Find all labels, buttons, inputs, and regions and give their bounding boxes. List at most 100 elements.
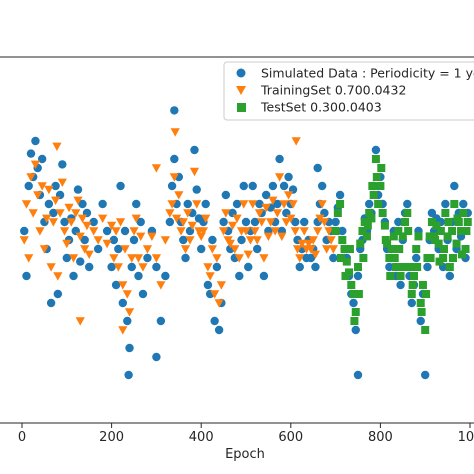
data-point-triangle-down: [28, 209, 38, 218]
x-tick-label: 600: [278, 430, 303, 445]
data-point-triangle-down: [212, 254, 222, 263]
data-point-triangle-down: [80, 245, 90, 254]
data-point-circle: [179, 235, 188, 245]
data-point-square: [412, 245, 421, 253]
data-point-square: [386, 272, 395, 280]
data-point-circle: [300, 217, 309, 227]
data-point-square: [450, 200, 459, 208]
data-point-circle: [152, 352, 161, 362]
data-point-triangle-down: [275, 173, 285, 182]
data-point-triangle-down: [42, 214, 52, 223]
data-point-triangle-down: [270, 227, 280, 236]
data-point-triangle-down: [263, 232, 273, 241]
data-point-circle: [161, 271, 170, 281]
data-point-circle: [129, 235, 139, 245]
data-point-triangle-down: [84, 250, 94, 259]
x-axis-label: Epoch: [225, 447, 265, 462]
data-point-circle: [76, 257, 85, 266]
data-point-triangle-down: [268, 196, 278, 205]
data-point-square: [345, 245, 354, 253]
data-point-square: [358, 227, 367, 235]
data-point-triangle-down: [297, 239, 307, 249]
data-point-circle: [114, 244, 123, 254]
data-point-circle: [124, 370, 133, 380]
data-point-triangle-down: [261, 203, 271, 213]
data-point-square: [359, 254, 368, 262]
data-point-triangle-down: [326, 236, 336, 245]
data-point-square: [463, 218, 472, 226]
data-points: [19, 106, 472, 380]
x-axis-ticks: 0 200 400 600 800 100: [18, 423, 474, 445]
data-point-square: [396, 272, 405, 280]
data-point-square: [356, 239, 365, 248]
data-point-circle: [125, 343, 134, 353]
data-point-circle: [134, 271, 143, 281]
data-point-triangle-down: [133, 254, 144, 263]
data-point-circle: [127, 262, 136, 272]
data-point-circle: [181, 253, 190, 263]
data-point-circle: [170, 106, 179, 115]
data-point-triangle-down: [102, 239, 112, 249]
data-point-circle: [44, 199, 54, 209]
legend-box: [223, 61, 474, 121]
data-point-circle: [22, 271, 31, 281]
data-point-triangle-down: [288, 200, 298, 209]
data-point-circle: [450, 181, 459, 191]
data-point-circle: [165, 217, 175, 227]
data-point-triangle-down: [53, 272, 63, 281]
data-point-triangle-down: [205, 272, 215, 281]
data-point-triangle-down: [324, 227, 334, 236]
data-point-square: [387, 245, 396, 253]
data-point-circle: [212, 262, 222, 272]
data-point-triangle-down: [118, 281, 128, 290]
data-point-triangle-down: [230, 245, 240, 254]
data-point-triangle-down: [52, 142, 62, 151]
data-point-triangle-down: [290, 227, 300, 236]
data-point-square: [389, 232, 398, 241]
data-point-square: [395, 245, 404, 253]
data-point-circle: [118, 298, 128, 308]
data-point-triangle-down: [201, 214, 211, 223]
data-point-triangle-down: [210, 290, 220, 299]
data-point-square: [462, 227, 471, 235]
data-point-square: [341, 272, 350, 280]
data-point-square: [369, 191, 378, 199]
data-point-circle: [138, 289, 148, 299]
data-point-triangle-down: [315, 214, 325, 223]
series-testset: [331, 155, 472, 334]
data-point-triangle-down: [167, 200, 177, 209]
data-point-triangle-down: [19, 236, 29, 245]
data-point-circle: [253, 244, 262, 254]
data-point-triangle-down: [304, 239, 314, 249]
data-point-triangle-down: [283, 191, 294, 200]
data-point-square: [331, 227, 340, 235]
data-point-square: [457, 250, 466, 259]
data-point-triangle-down: [75, 232, 85, 241]
data-point-circle: [371, 145, 381, 155]
x-tick-label: 100: [458, 430, 474, 445]
data-point-triangle-down: [272, 209, 282, 218]
data-point-circle: [89, 217, 98, 227]
data-point-circle: [51, 181, 60, 191]
data-point-square: [414, 232, 423, 241]
data-point-square: [422, 290, 431, 298]
data-point-square: [436, 227, 445, 235]
data-point-square: [425, 232, 434, 241]
data-point-square: [443, 232, 452, 241]
data-point-circle: [123, 316, 132, 326]
data-point-triangle-down: [24, 254, 34, 263]
data-point-triangle-down: [122, 290, 132, 299]
data-point-triangle-down: [30, 160, 41, 169]
data-point-triangle-down: [66, 218, 76, 227]
data-point-triangle-down: [169, 173, 179, 182]
data-point-square: [371, 155, 380, 163]
data-point-circle: [349, 298, 358, 308]
data-point-circle: [143, 253, 152, 263]
data-point-square: [413, 263, 422, 271]
data-point-circle: [353, 370, 363, 380]
data-point-square: [368, 182, 377, 190]
data-point-square: [372, 173, 381, 181]
data-point-square: [349, 290, 358, 298]
data-point-triangle-down: [317, 200, 327, 209]
data-point-circle: [37, 154, 47, 164]
